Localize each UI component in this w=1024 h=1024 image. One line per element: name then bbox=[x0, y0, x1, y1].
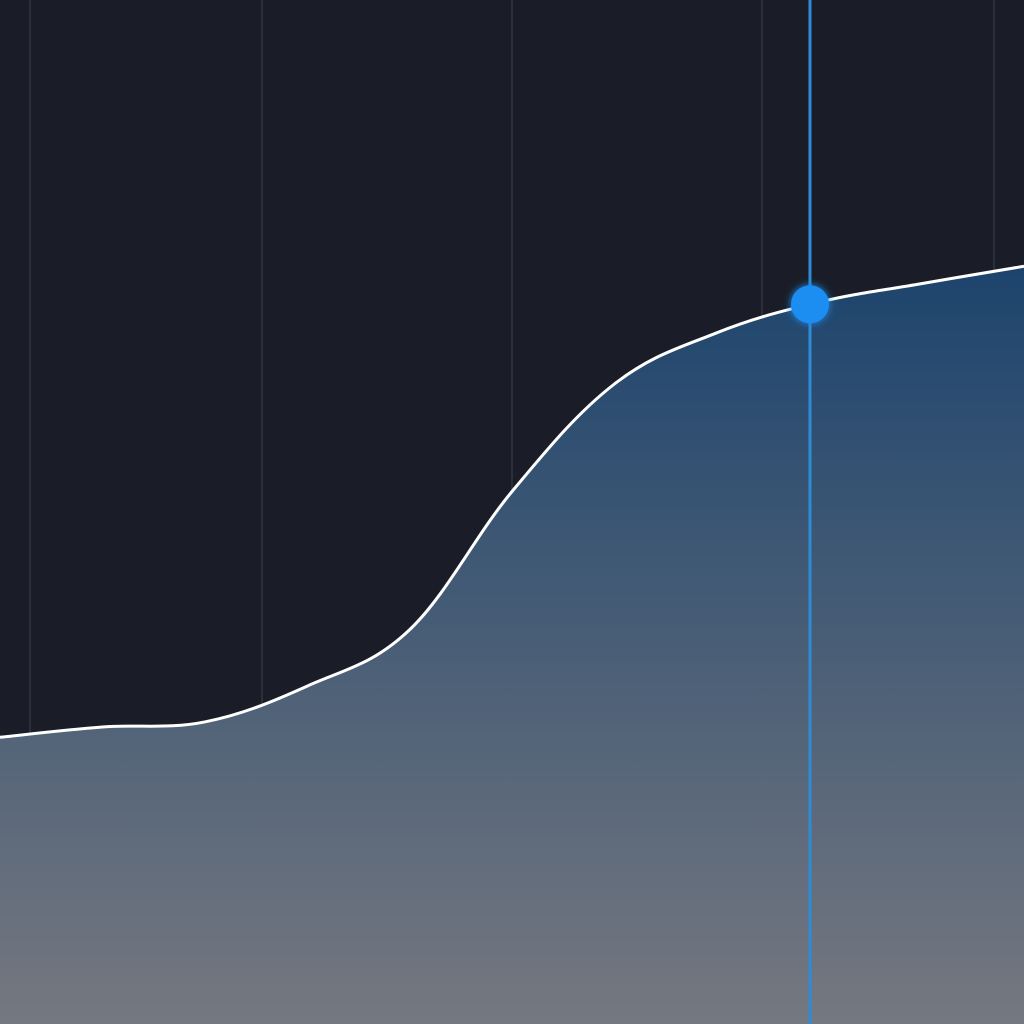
series-line bbox=[0, 264, 1024, 739]
area-fill bbox=[0, 266, 1024, 1024]
hover-marker-point[interactable] bbox=[790, 285, 829, 324]
